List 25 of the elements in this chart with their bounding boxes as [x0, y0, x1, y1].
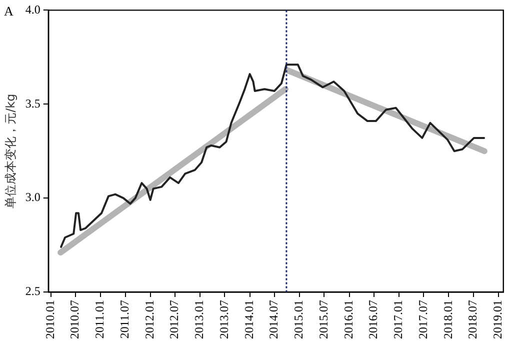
- x-tick-label: 2013.01: [192, 300, 206, 339]
- x-tick-label: 2011.01: [92, 300, 107, 339]
- x-tick-label: 2016.07: [366, 300, 380, 339]
- y-tick-label: 2.5: [25, 284, 40, 298]
- x-tick-label: 2012.01: [142, 300, 156, 339]
- text: A: [4, 4, 14, 19]
- y-tick-label: 3.0: [25, 190, 40, 204]
- x-tick-label: 2011.07: [117, 300, 132, 339]
- x-tick-label: 2014.01: [242, 300, 256, 339]
- x-tick-label: 2010.01: [43, 300, 58, 339]
- x-tick-label: 2015.07: [316, 300, 330, 339]
- x-tick-label: 2010.07: [68, 300, 82, 339]
- x-tick-label: 2017.07: [416, 300, 430, 339]
- x-tick-label: 2018.07: [466, 300, 480, 339]
- x-tick-label: 2015.01: [292, 300, 306, 339]
- x-tick-label: 2019.01: [490, 300, 505, 339]
- x-tick-label: 2012.07: [167, 300, 182, 339]
- x-tick-label: 2014.07: [266, 300, 281, 339]
- y-axis-title: 单位成本变化，元/kg: [3, 94, 18, 208]
- x-tick-label: 2016.01: [341, 300, 356, 339]
- x-tick-label: 2017.01: [391, 300, 406, 339]
- y-tick-label: 3.5: [25, 96, 40, 110]
- x-tick-label: 2018.01: [440, 300, 455, 339]
- x-tick-label: 2013.07: [216, 300, 231, 339]
- y-tick-label: 4.0: [25, 2, 40, 16]
